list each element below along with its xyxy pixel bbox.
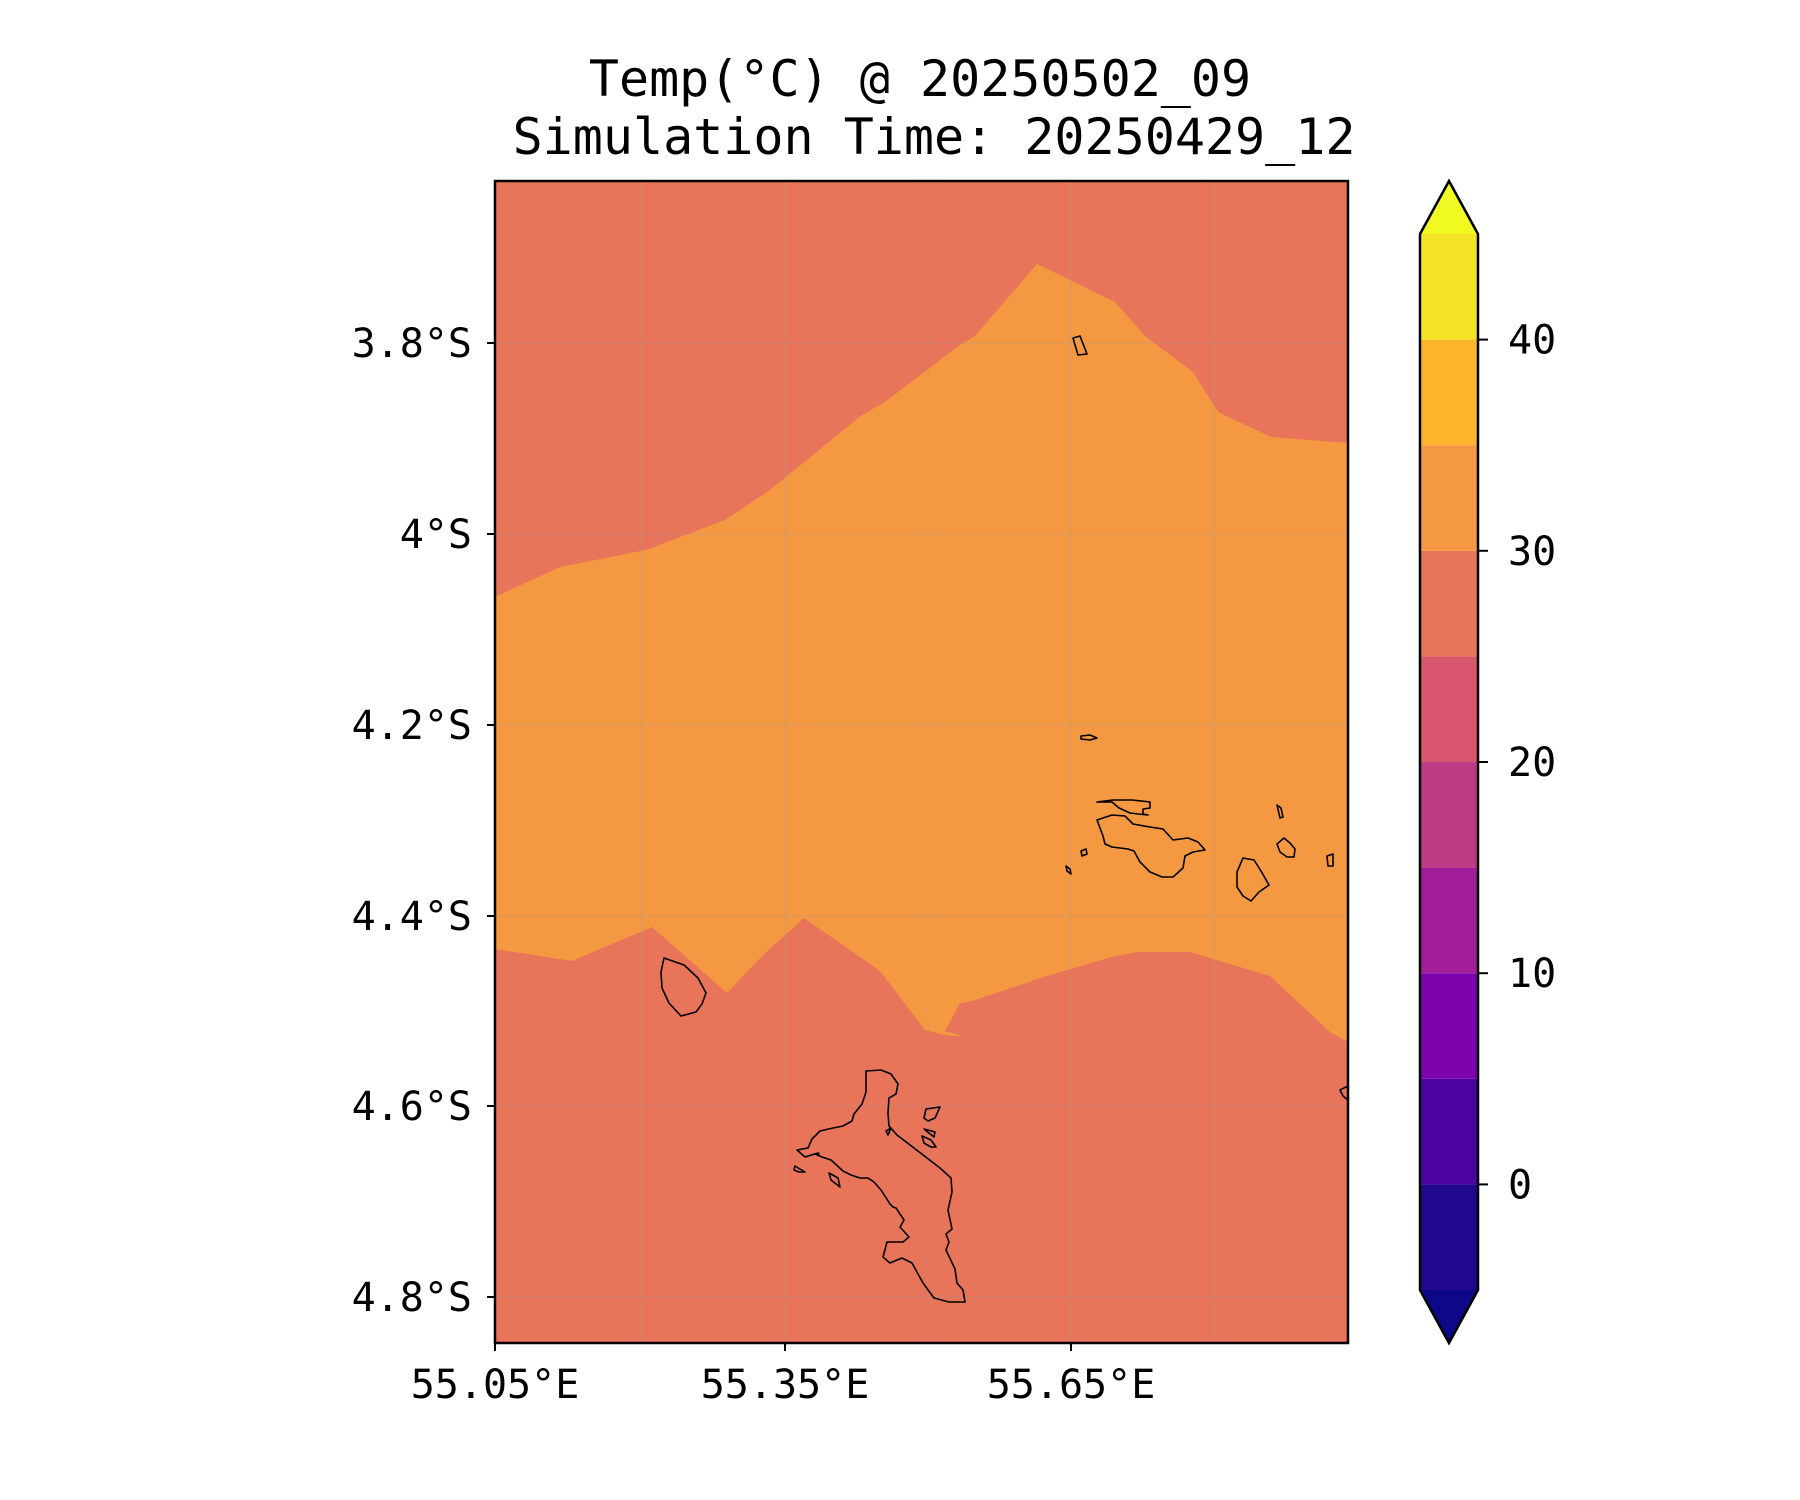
island-outline [1080, 734, 1098, 741]
chart-title-line1: Temp(°C) @ 20250502_09 [589, 50, 1251, 108]
colorbar-segment [1420, 445, 1478, 551]
colorbar-ticks: 40 30 20 10 0 [1478, 318, 1556, 1208]
colorbar-segment [1420, 234, 1478, 340]
map-panel [495, 181, 1348, 1343]
colorbar-tick-label: 20 [1508, 740, 1556, 786]
colorbar-segment [1420, 973, 1478, 1079]
colorbar-segment [1420, 762, 1478, 868]
island-outline [1276, 804, 1284, 819]
y-tick-label: 3.8°S [352, 321, 472, 367]
coastlines [660, 335, 1348, 1303]
x-tick-label: 55.35°E [701, 1362, 870, 1408]
colorbar-tick-label: 10 [1508, 951, 1556, 997]
colorbar-extend-max [1420, 181, 1478, 234]
island-outline [1096, 814, 1206, 878]
colorbar-tick-label: 30 [1508, 529, 1556, 575]
island-outline [828, 1172, 841, 1188]
island-outline [796, 1069, 966, 1303]
island-outline [885, 1127, 892, 1136]
island-outline [1339, 1085, 1348, 1101]
x-tick-label: 55.65°E [987, 1362, 1156, 1408]
island-outline [921, 1135, 937, 1148]
island-outline [793, 1165, 806, 1173]
island-outline [1236, 857, 1270, 902]
island-outline [1326, 853, 1334, 867]
y-tick-label: 4.8°S [352, 1275, 472, 1321]
colorbar-extend-min [1420, 1290, 1478, 1343]
y-axis-ticks: 3.8°S 4°S 4.2°S 4.4°S 4.6°S 4.8°S [352, 321, 495, 1321]
colorbar-segment [1420, 550, 1478, 657]
colorbar-segment [1420, 339, 1478, 446]
y-tick-label: 4.2°S [352, 703, 472, 749]
island-outline [923, 1128, 936, 1138]
colorbar-tick-label: 0 [1508, 1162, 1532, 1208]
y-tick-label: 4.4°S [352, 894, 472, 940]
island-outline [1276, 837, 1296, 858]
colorbar-tick-label: 40 [1508, 318, 1556, 364]
y-tick-label: 4°S [400, 512, 472, 558]
map-gridlines [495, 181, 1348, 1343]
colorbar-segment [1420, 1184, 1478, 1290]
island-outline [923, 1106, 941, 1122]
island-outline [1072, 335, 1088, 356]
y-tick-label: 4.6°S [352, 1084, 472, 1130]
island-outline [1080, 848, 1088, 857]
colorbar-segment [1420, 1078, 1478, 1185]
colorbar-outline [1418, 178, 1480, 1346]
island-outline [1096, 799, 1151, 816]
island-outline [1065, 865, 1072, 875]
colorbar [1418, 178, 1480, 1346]
island-outline [660, 957, 707, 1017]
colorbar-segment [1420, 656, 1478, 762]
colorbar-segment [1420, 867, 1478, 974]
temperature-band-30-35 [495, 264, 1348, 1042]
x-axis-ticks: 55.05°E 55.35°E 55.65°E [411, 1343, 1156, 1408]
x-tick-label: 55.05°E [411, 1362, 580, 1408]
chart-title-line2: Simulation Time: 20250429_12 [513, 108, 1356, 166]
map-frame [493, 179, 1350, 1345]
